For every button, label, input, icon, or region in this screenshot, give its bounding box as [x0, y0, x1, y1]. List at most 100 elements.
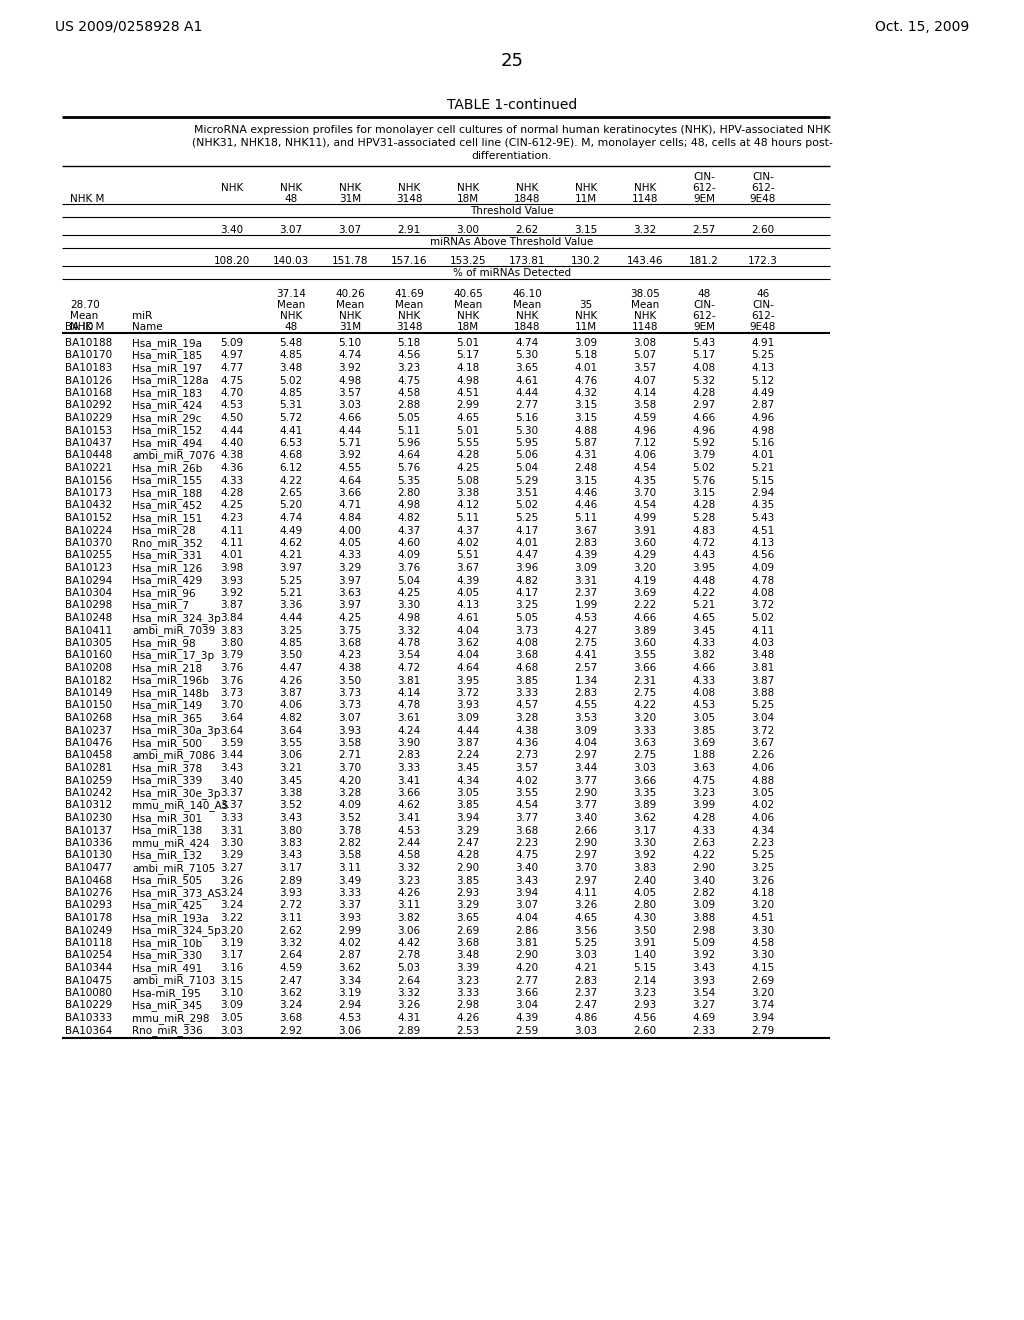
Text: 2.14: 2.14	[634, 975, 656, 986]
Text: 5.03: 5.03	[397, 964, 421, 973]
Text: 3.92: 3.92	[634, 850, 656, 861]
Text: 3.23: 3.23	[634, 987, 656, 998]
Text: Hsa_miR_324_5p: Hsa_miR_324_5p	[132, 925, 221, 936]
Text: 3.91: 3.91	[634, 525, 656, 536]
Text: 4.11: 4.11	[220, 539, 244, 548]
Text: 3.05: 3.05	[692, 713, 716, 723]
Text: 2.60: 2.60	[634, 1026, 656, 1035]
Text: 5.55: 5.55	[457, 438, 479, 447]
Text: 3.37: 3.37	[220, 788, 244, 799]
Text: 3.68: 3.68	[515, 651, 539, 660]
Text: 4.71: 4.71	[338, 500, 361, 511]
Text: 3.87: 3.87	[220, 601, 244, 610]
Text: 3.29: 3.29	[457, 900, 479, 911]
Text: 25: 25	[501, 51, 523, 70]
Text: 3.24: 3.24	[220, 888, 244, 898]
Text: 3.30: 3.30	[752, 925, 774, 936]
Text: 4.26: 4.26	[457, 1012, 479, 1023]
Text: 4.05: 4.05	[457, 587, 479, 598]
Text: ambi_miR_7105: ambi_miR_7105	[132, 863, 215, 874]
Text: 5.76: 5.76	[397, 463, 421, 473]
Text: 4.66: 4.66	[338, 413, 361, 422]
Text: 3.43: 3.43	[280, 850, 303, 861]
Text: BA10448: BA10448	[65, 450, 113, 461]
Text: 108.20: 108.20	[214, 256, 250, 267]
Text: 4.88: 4.88	[752, 776, 774, 785]
Text: 3.20: 3.20	[220, 925, 244, 936]
Text: 3.09: 3.09	[574, 338, 598, 348]
Text: 3.38: 3.38	[457, 488, 479, 498]
Text: 4.61: 4.61	[515, 375, 539, 385]
Text: 4.72: 4.72	[692, 539, 716, 548]
Text: 4.25: 4.25	[397, 587, 421, 598]
Text: 4.00: 4.00	[339, 525, 361, 536]
Text: 3.09: 3.09	[457, 713, 479, 723]
Text: 3.95: 3.95	[457, 676, 479, 685]
Text: 2.44: 2.44	[397, 838, 421, 847]
Text: 2.75: 2.75	[574, 638, 598, 648]
Text: 4.62: 4.62	[397, 800, 421, 810]
Text: NHK: NHK	[457, 312, 479, 321]
Text: 3.77: 3.77	[574, 800, 598, 810]
Text: 3.38: 3.38	[280, 788, 303, 799]
Text: 3.93: 3.93	[220, 576, 244, 586]
Text: 4.11: 4.11	[752, 626, 774, 635]
Text: 4.44: 4.44	[220, 425, 244, 436]
Text: 4.06: 4.06	[752, 813, 774, 822]
Text: 3.33: 3.33	[634, 726, 656, 735]
Text: 3.70: 3.70	[574, 863, 598, 873]
Text: 3.87: 3.87	[457, 738, 479, 748]
Text: 3.68: 3.68	[338, 638, 361, 648]
Text: 2.90: 2.90	[574, 838, 598, 847]
Text: 4.82: 4.82	[397, 513, 421, 523]
Text: Hsa-miR_195: Hsa-miR_195	[132, 987, 201, 999]
Text: 4.28: 4.28	[692, 813, 716, 822]
Text: 3.89: 3.89	[634, 626, 656, 635]
Text: 2.71: 2.71	[338, 751, 361, 760]
Text: 4.03: 4.03	[752, 638, 774, 648]
Text: BA10364: BA10364	[65, 1026, 113, 1035]
Text: 3.73: 3.73	[338, 688, 361, 698]
Text: (NHK31, NHK18, NHK11), and HPV31-associated cell line (CIN-612-9E). M, monolayer: (NHK31, NHK18, NHK11), and HPV31-associa…	[191, 139, 833, 148]
Text: Hsa_miR_28: Hsa_miR_28	[132, 525, 196, 536]
Text: 3.43: 3.43	[692, 964, 716, 973]
Text: mmu_miR_424: mmu_miR_424	[132, 838, 210, 849]
Text: Rno_miR_352: Rno_miR_352	[132, 539, 203, 549]
Text: 3.44: 3.44	[574, 763, 598, 774]
Text: 3.57: 3.57	[634, 363, 656, 374]
Text: BA10468: BA10468	[65, 875, 113, 886]
Text: 5.05: 5.05	[515, 612, 539, 623]
Text: 3.81: 3.81	[397, 676, 421, 685]
Text: 4.53: 4.53	[397, 825, 421, 836]
Text: 3.43: 3.43	[515, 875, 539, 886]
Text: 3.88: 3.88	[692, 913, 716, 923]
Text: 3.54: 3.54	[692, 987, 716, 998]
Text: BA10476: BA10476	[65, 738, 113, 748]
Text: 5.15: 5.15	[752, 475, 774, 486]
Text: differentiation.: differentiation.	[472, 150, 552, 161]
Text: 3.67: 3.67	[574, 525, 598, 536]
Text: 3.69: 3.69	[634, 587, 656, 598]
Text: 4.22: 4.22	[280, 475, 303, 486]
Text: NHK: NHK	[339, 312, 361, 321]
Text: 3.08: 3.08	[634, 338, 656, 348]
Text: Hsa_miR_128a: Hsa_miR_128a	[132, 375, 209, 387]
Text: 4.59: 4.59	[280, 964, 303, 973]
Text: 3.50: 3.50	[339, 676, 361, 685]
Text: 3.70: 3.70	[220, 701, 244, 710]
Text: Mean: Mean	[513, 300, 541, 310]
Text: 2.24: 2.24	[457, 751, 479, 760]
Text: BA ID: BA ID	[65, 322, 93, 333]
Text: 3.07: 3.07	[339, 713, 361, 723]
Text: 5.20: 5.20	[280, 500, 302, 511]
Text: 9E48: 9E48	[750, 194, 776, 205]
Text: 4.13: 4.13	[752, 539, 774, 548]
Text: 3.23: 3.23	[397, 363, 421, 374]
Text: 4.66: 4.66	[634, 612, 656, 623]
Text: 5.12: 5.12	[752, 375, 774, 385]
Text: 3.19: 3.19	[338, 987, 361, 998]
Text: 4.18: 4.18	[752, 888, 774, 898]
Text: 3.72: 3.72	[752, 726, 774, 735]
Text: 18M: 18M	[457, 322, 479, 333]
Text: NHK: NHK	[398, 183, 420, 193]
